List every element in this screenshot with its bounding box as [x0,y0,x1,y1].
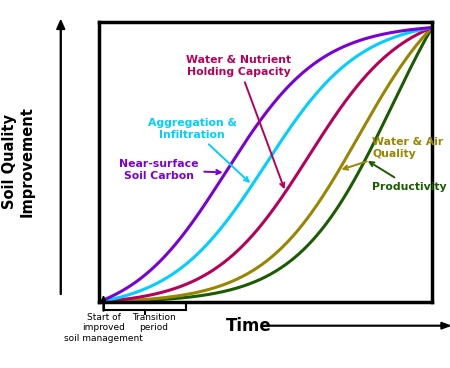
Text: Transition
period: Transition period [132,313,176,332]
Text: Near-surface
Soil Carbon: Near-surface Soil Carbon [119,159,220,181]
Text: Productivity: Productivity [369,162,447,192]
Text: Water & Nutrient
Holding Capacity: Water & Nutrient Holding Capacity [186,55,292,187]
Text: Start of
improved
soil management: Start of improved soil management [64,313,143,343]
Text: Time: Time [225,317,271,335]
Text: Soil Quality
Improvement: Soil Quality Improvement [2,106,34,217]
Text: Aggregation &
Infiltration: Aggregation & Infiltration [148,118,248,181]
Text: Water & Air
Quality: Water & Air Quality [343,137,443,170]
